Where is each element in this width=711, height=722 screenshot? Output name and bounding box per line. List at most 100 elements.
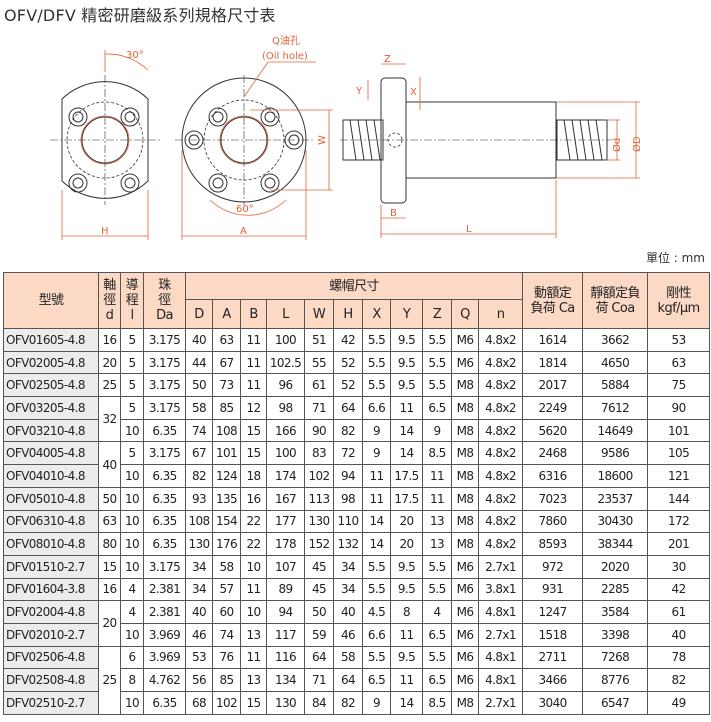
value-cell: 40 — [185, 328, 213, 352]
value-cell: 2.381 — [143, 577, 186, 602]
value-cell: 9 — [362, 691, 391, 715]
value-cell: 45 — [304, 554, 334, 579]
value-cell: 4.8x2 — [477, 418, 524, 443]
value-cell: 4.8x2 — [477, 441, 524, 466]
header-nut-y: Y — [390, 299, 423, 329]
value-cell: 74 — [212, 622, 241, 647]
header-nut-w: W — [304, 299, 334, 329]
model-cell: DFV02508-4.8 — [3, 668, 99, 692]
value-cell: M6 — [451, 622, 479, 647]
value-cell: 176 — [212, 532, 241, 556]
value-cell: 85 — [212, 668, 241, 692]
value-cell: 5 — [120, 441, 144, 466]
value-cell: 7268 — [582, 645, 649, 670]
value-cell: 121 — [647, 464, 711, 488]
value-cell: 45 — [304, 577, 334, 602]
value-cell: 30 — [647, 554, 711, 579]
value-cell: 10 — [240, 600, 267, 624]
value-cell: 5.5 — [362, 328, 391, 352]
value-cell: 9.5 — [390, 554, 423, 579]
value-cell: 13 — [240, 668, 267, 692]
model-cell: OFV03205-4.8 — [3, 396, 99, 420]
value-cell: 9 — [362, 441, 391, 466]
header-nut-n: n — [477, 299, 524, 329]
value-cell: 63 — [98, 509, 121, 534]
value-cell: 11 — [240, 577, 267, 602]
model-cell: OFV02005-4.8 — [3, 350, 99, 375]
value-cell: 15 — [98, 554, 121, 579]
table-row: DFV01604-3.8 16 4 2.381 34 57 11 89 45 34 5.5 9.5 5.… — [3, 577, 711, 602]
value-cell: 59 — [304, 622, 334, 647]
value-cell: 2.7x1 — [477, 691, 524, 715]
model-cell: DFV02004-4.8 — [3, 600, 99, 624]
oil-hole-label: Q油孔 — [272, 34, 300, 47]
value-cell: 11 — [390, 622, 423, 647]
value-cell: 4.5 — [362, 600, 391, 624]
value-cell: 23537 — [582, 486, 649, 511]
value-cell: 2017 — [522, 373, 584, 398]
value-cell: 6.5 — [422, 396, 452, 420]
value-cell: 8.5 — [422, 441, 452, 466]
value-cell: 34 — [333, 554, 363, 579]
value-cell: 2285 — [582, 577, 649, 602]
value-cell: 10 — [120, 486, 144, 511]
value-cell: 82 — [333, 418, 363, 443]
value-cell: 108 — [212, 418, 241, 443]
table-row: DFV02508-4.8 8 4.762 56 85 13 134 71 64 6.5 11 6.5 M… — [3, 668, 711, 692]
value-cell: 20 — [390, 532, 423, 556]
value-cell: 6316 — [522, 464, 584, 488]
value-cell: 67 — [212, 350, 241, 375]
value-cell: 10 — [120, 622, 144, 647]
value-cell: 84 — [304, 691, 334, 715]
value-cell: 50 — [185, 373, 213, 398]
value-cell: 9586 — [582, 441, 649, 466]
value-cell: 20 — [390, 509, 423, 534]
value-cell: 167 — [266, 486, 305, 511]
value-cell: 4.8x2 — [477, 486, 524, 511]
value-cell: 134 — [266, 668, 305, 692]
value-cell: 3.175 — [143, 350, 186, 375]
value-cell: 14 — [390, 418, 423, 443]
page-title: OFV/DFV 精密研磨級系列規格尺寸表 — [4, 6, 276, 25]
value-cell: 4.8x1 — [477, 645, 524, 670]
value-cell: 972 — [522, 554, 584, 579]
value-cell: 90 — [647, 396, 711, 420]
value-cell: 17.5 — [390, 464, 423, 488]
nut-side-view: Z Y X B L Ød ØD — [340, 54, 643, 238]
value-cell: 16 — [240, 486, 267, 511]
value-cell: 96 — [266, 373, 305, 398]
value-cell: 1614 — [522, 328, 584, 352]
value-cell: 3.969 — [143, 622, 186, 647]
value-cell: 3584 — [582, 600, 649, 624]
value-cell: 4.8x1 — [477, 668, 524, 692]
table-row: OFV06310-4.8 63 10 6.35 108 154 22 177 130 110 14 2… — [3, 509, 711, 534]
value-cell: 144 — [647, 486, 711, 511]
value-cell: 4 — [422, 600, 452, 624]
value-cell: 3.175 — [143, 441, 186, 466]
value-cell: 3.175 — [143, 396, 186, 420]
value-cell: 64 — [333, 396, 363, 420]
table-row: DFV01510-2.7 15 10 3.175 34 58 10 107 45 34 5.5 9.5… — [3, 554, 711, 579]
table-row: DFV02004-4.8 20 4 2.381 40 60 10 94 50 40 4.5 8 4 M6 4… — [3, 600, 711, 647]
value-cell: 6.5 — [362, 668, 391, 692]
header-nut-dimensions: 螺帽尺寸 — [184, 272, 524, 300]
value-cell: 53 — [647, 328, 711, 352]
value-cell: 3466 — [522, 668, 584, 692]
header-nut-h: H — [333, 299, 363, 329]
value-cell: 135 — [212, 486, 241, 511]
value-cell: 94 — [333, 464, 363, 488]
value-cell: 4.8x2 — [477, 532, 524, 556]
value-cell: 3662 — [582, 328, 649, 352]
header-nut-l: L — [266, 299, 305, 329]
value-cell: 5.5 — [362, 350, 391, 375]
flange-round-view: Q油孔 (Oil hole) W 60° A — [175, 34, 333, 240]
value-cell: 4.8x2 — [477, 509, 524, 534]
value-cell: 3040 — [522, 691, 584, 715]
header-nut-b: B — [240, 299, 267, 329]
model-cell: DFV01510-2.7 — [3, 554, 99, 579]
value-cell: 5.5 — [422, 577, 452, 602]
value-cell: 1518 — [522, 622, 584, 647]
value-cell: 34 — [185, 554, 213, 579]
header-nut-d: D — [185, 299, 213, 329]
value-cell: 101 — [647, 418, 711, 443]
